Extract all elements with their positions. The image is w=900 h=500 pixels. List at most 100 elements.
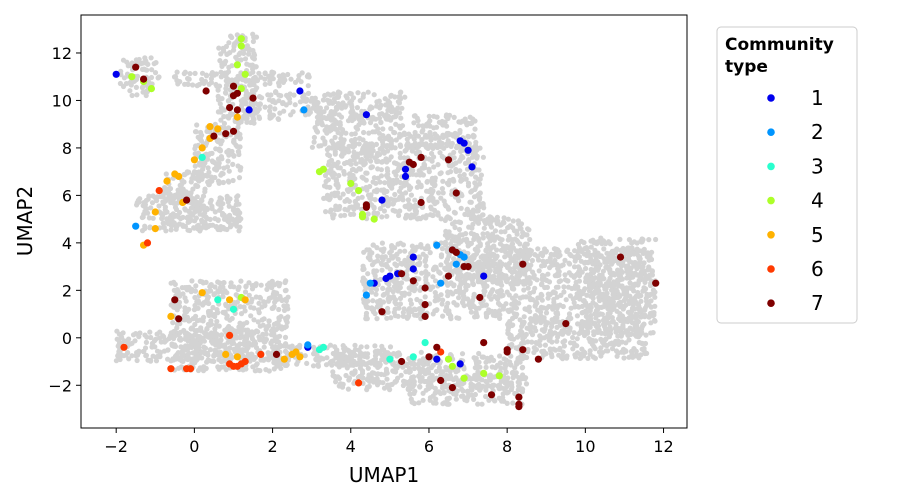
background-point [406,291,412,297]
background-point [221,280,227,286]
background-point [332,351,338,358]
background-point [530,297,536,303]
background-point [374,316,380,322]
background-point [579,248,585,255]
background-point [341,137,347,143]
background-point [627,293,633,299]
background-point [143,353,149,359]
background-point [405,197,411,203]
background-point [588,316,594,322]
background-point [578,355,584,361]
background-point [527,251,533,257]
background-point [397,155,403,161]
background-point [383,261,389,267]
background-point [219,170,225,176]
background-point [139,214,145,221]
background-point [200,212,207,219]
background-point [348,161,354,167]
background-point [615,277,621,283]
background-point [282,334,289,340]
background-point [370,298,376,304]
background-point [514,248,521,254]
background-point [212,174,218,181]
background-point [253,34,260,40]
background-point [335,94,341,100]
background-point [284,362,290,368]
background-point [188,289,194,295]
background-point [369,289,375,295]
background-point [444,123,450,129]
background-point [526,227,532,233]
background-point [154,198,160,204]
background-point [531,349,537,356]
background-point [561,343,568,349]
background-point [311,134,317,141]
background-point [391,351,397,357]
background-point [255,319,261,325]
background-point [558,263,564,269]
background-point [649,268,655,274]
background-point [499,282,505,288]
background-point [587,277,593,283]
background-point [399,123,406,129]
background-point [394,168,401,174]
background-point [317,105,323,111]
background-point [365,365,371,371]
background-point [613,348,620,354]
background-point [127,88,133,94]
background-point [224,313,230,319]
background-point [184,287,190,293]
background-point [477,216,483,222]
background-point [401,183,407,189]
background-point [409,243,415,249]
background-point [402,148,408,154]
background-point [139,85,145,91]
background-point [582,286,588,292]
background-point [152,70,159,76]
background-point [367,106,373,112]
background-point [365,211,371,217]
background-point [354,126,361,132]
background-point [417,287,423,293]
background-point [411,136,417,142]
background-point [437,171,443,177]
background-point [418,184,424,190]
background-point [327,184,333,190]
background-point [380,292,386,298]
background-point [120,57,127,63]
background-point [349,204,355,210]
background-point [440,297,446,303]
background-point [607,331,614,337]
background-point [397,150,403,156]
background-point [535,257,542,263]
background-point [359,370,366,376]
background-point [201,219,207,225]
background-point [145,210,151,216]
background-point [296,345,302,351]
background-point [612,257,618,263]
background-point [150,193,156,199]
background-point [213,224,219,230]
background-point [431,125,437,131]
background-point [201,206,207,212]
background-point [418,349,424,355]
background-point [425,145,431,151]
background-point [215,310,221,316]
background-point [565,247,571,253]
background-point [235,124,241,130]
background-point [540,352,547,358]
background-point [320,135,326,141]
background-point [634,240,640,246]
background-point [597,253,603,260]
background-point [172,333,178,339]
background-point [363,316,369,322]
background-point [577,266,583,272]
background-point [619,249,626,255]
background-point [172,74,179,80]
background-point [395,286,401,292]
background-point [430,311,436,317]
background-point [218,74,224,80]
background-point [387,266,393,272]
background-point [354,105,360,111]
background-point [469,170,475,176]
